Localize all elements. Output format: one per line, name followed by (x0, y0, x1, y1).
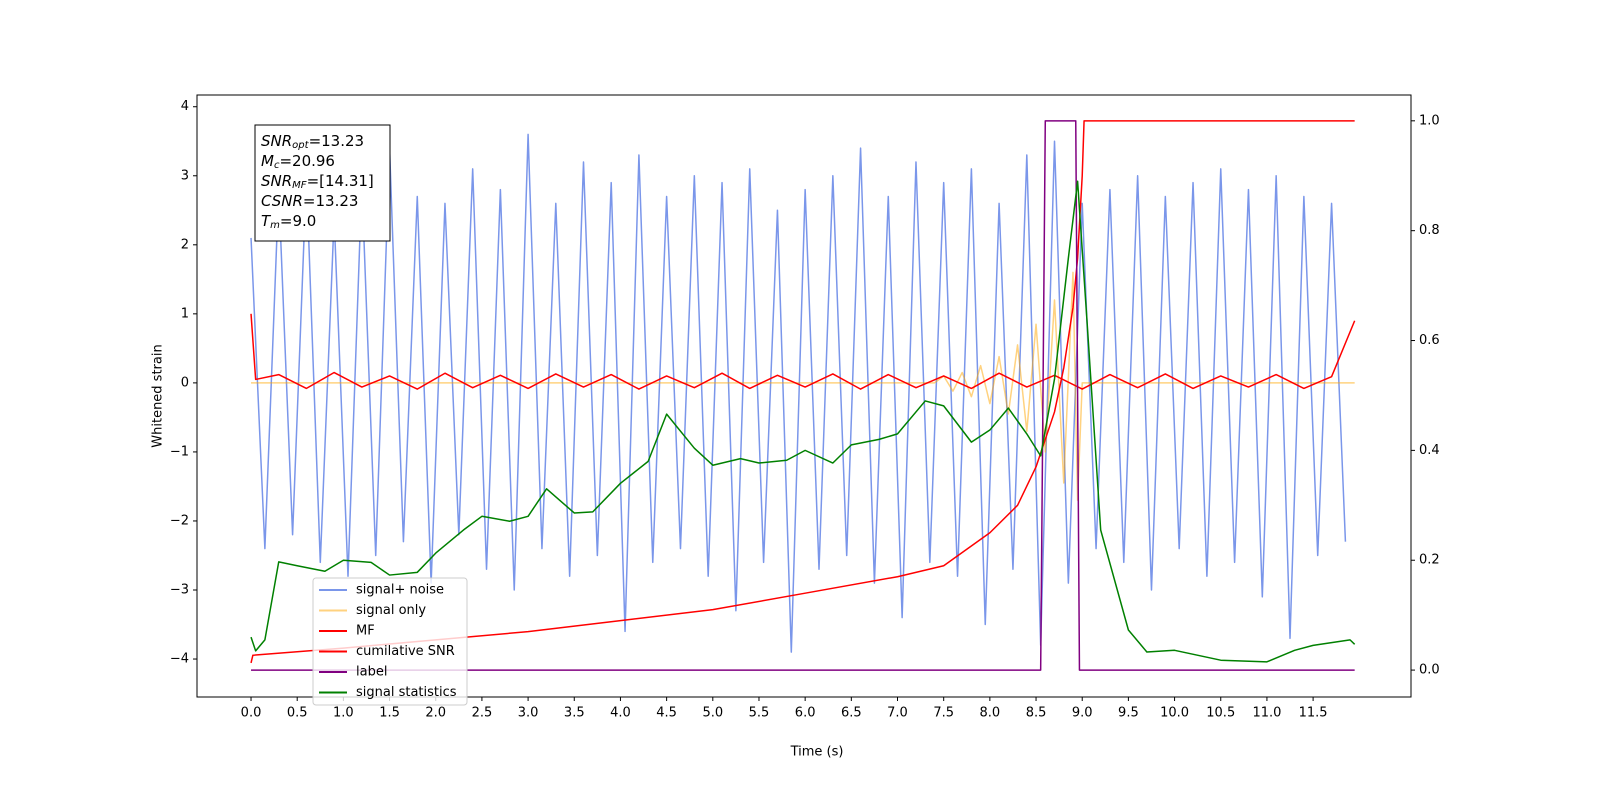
legend-label: cumilative SNR (356, 644, 455, 659)
legend-label: MF (356, 624, 375, 639)
x-axis-label: Time (s) (790, 745, 844, 760)
x-tick-label: 10.5 (1206, 706, 1235, 721)
y-tick-label: −3 (170, 582, 189, 597)
annotation-sub: c (274, 160, 280, 171)
y-tick-label: 4 (181, 99, 189, 114)
annotation-sub: m (270, 220, 280, 231)
annotation-value: =13.23 (309, 132, 365, 150)
annotation-box (254, 124, 391, 242)
x-tick-label: 8.5 (1026, 706, 1047, 721)
y2-tick-label: 0.4 (1419, 443, 1440, 458)
annotation-line: Tm=9.0 (261, 212, 316, 232)
x-tick-label: 5.0 (702, 706, 723, 721)
annotation-line: SNRopt=13.23 (261, 132, 364, 152)
annotation-value: =20.96 (279, 152, 335, 170)
x-tick-label: 0.0 (241, 706, 262, 721)
x-tick-label: 3.5 (564, 706, 585, 721)
x-tick-label: 6.0 (795, 706, 816, 721)
legend-box (312, 577, 468, 706)
y-axis-label: Whitened strain (151, 344, 166, 447)
annotation-value: =[14.31] (307, 172, 374, 190)
x-tick-label: 7.5 (933, 706, 954, 721)
x-tick-label: 6.5 (841, 706, 862, 721)
annotation-sub: MF (292, 180, 307, 191)
y2-tick-label: 0.2 (1419, 553, 1440, 568)
y-tick-label: −1 (170, 444, 189, 459)
x-tick-label: 8.0 (980, 706, 1001, 721)
x-tick-label: 3.0 (518, 706, 539, 721)
x-tick-label: 10.0 (1160, 706, 1189, 721)
annotation-name: SNR (261, 172, 292, 190)
legend-label: label (356, 665, 387, 680)
x-tick-label: 7.0 (887, 706, 908, 721)
x-tick-label: 5.5 (749, 706, 770, 721)
y-tick-label: 3 (181, 168, 189, 183)
annotation-name: M (261, 152, 274, 170)
x-tick-label: 2.0 (425, 706, 446, 721)
y-tick-label: 0 (181, 375, 189, 390)
annotation-value: =13.23 (303, 192, 359, 210)
x-tick-label: 2.5 (472, 706, 493, 721)
annotation-name: T (261, 212, 272, 230)
annotation-sub: opt (292, 140, 309, 151)
annotation-line: Mc=20.96 (261, 152, 335, 172)
y-tick-label: 1 (181, 306, 189, 321)
series-line (250, 180, 1356, 663)
annotation-line: SNRMF=[14.31] (261, 172, 374, 192)
y2-tick-label: 0.8 (1419, 223, 1440, 238)
annotation-name: CSNR (261, 192, 303, 210)
annotation-name: SNR (261, 132, 292, 150)
y2-tick-label: 0.6 (1419, 333, 1440, 348)
x-tick-label: 9.5 (1118, 706, 1139, 721)
series-line (250, 133, 1347, 653)
x-tick-label: 4.0 (610, 706, 631, 721)
axes-frame (196, 94, 1412, 698)
y-tick-label: −4 (170, 652, 189, 667)
x-tick-label: 11.5 (1299, 706, 1328, 721)
x-tick-label: 1.5 (379, 706, 400, 721)
annotation-line: CSNR=13.23 (261, 192, 358, 210)
x-tick-label: 0.5 (287, 706, 308, 721)
x-tick-label: 9.0 (1072, 706, 1093, 721)
x-tick-label: 4.5 (656, 706, 677, 721)
legend-label: signal+ noise (356, 583, 444, 598)
legend-label: signal statistics (356, 685, 457, 700)
x-tick-label: 11.0 (1252, 706, 1281, 721)
y-tick-label: 2 (181, 237, 189, 252)
annotation-value: =9.0 (280, 212, 316, 230)
y-tick-label: −2 (170, 513, 189, 528)
x-tick-label: 1.0 (333, 706, 354, 721)
y2-tick-label: 0.0 (1419, 663, 1440, 678)
series-line (251, 120, 1355, 671)
series-line (250, 313, 1356, 390)
legend-label: signal only (356, 603, 426, 618)
y2-tick-label: 1.0 (1419, 113, 1440, 128)
